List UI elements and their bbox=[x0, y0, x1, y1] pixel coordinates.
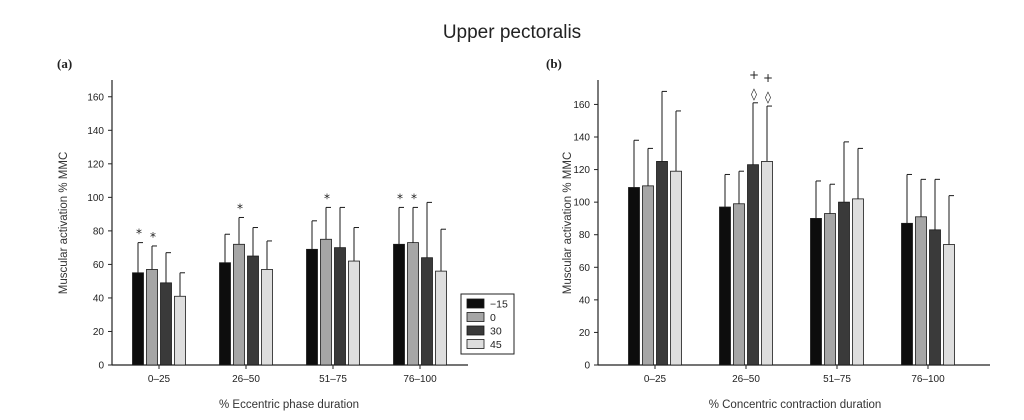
panel-b-x-tick-label: 0–25 bbox=[644, 374, 667, 385]
panel-a-bar bbox=[306, 248, 318, 366]
panel-b-bar bbox=[929, 229, 941, 366]
panel-b-significance-mark: + bbox=[749, 68, 759, 82]
panel-b-bar bbox=[642, 185, 654, 366]
panel-a-x-tick-label: 0–25 bbox=[148, 374, 171, 385]
panel-b-y-tick-label: 160 bbox=[573, 100, 590, 111]
panel-a-bar bbox=[247, 255, 259, 366]
panel-b-bar bbox=[852, 198, 864, 366]
panel-a-x-tick-label: 51–75 bbox=[319, 374, 347, 385]
panel-a-significance-mark: * bbox=[397, 191, 403, 205]
panel-a-bar bbox=[174, 295, 186, 366]
panel-a-legend-swatch bbox=[466, 298, 485, 309]
panel-a-y-tick-label: 140 bbox=[87, 126, 104, 137]
panel-a-bar bbox=[160, 282, 172, 366]
panel-a-legend-swatch bbox=[466, 339, 485, 349]
panel-a-y-tick-label: 60 bbox=[93, 260, 105, 271]
panel-b-y-tick-label: 80 bbox=[579, 230, 591, 241]
panel-a-y-tick-label: 160 bbox=[87, 92, 104, 103]
panel-a-y-tick-label: 120 bbox=[87, 159, 104, 170]
panel-b-bar bbox=[733, 203, 745, 366]
panel-a-bar bbox=[435, 270, 447, 366]
panel-b-bar bbox=[761, 161, 773, 366]
panel-b-x-axis-label: % Concentric contraction duration bbox=[709, 399, 882, 411]
panel-a-bar bbox=[146, 269, 158, 366]
panel-a-bar bbox=[261, 269, 273, 366]
panel-b-y-tick-label: 40 bbox=[579, 295, 591, 306]
panel-a-significance-mark: * bbox=[136, 227, 142, 241]
panel-a-y-tick-label: 20 bbox=[93, 327, 105, 338]
panel-a-x-axis-label: % Eccentric phase duration bbox=[219, 399, 359, 411]
panel-a-legend-swatch bbox=[466, 312, 485, 322]
panel-b-x-tick-label: 76–100 bbox=[911, 374, 945, 385]
panel-a-bar bbox=[393, 243, 405, 366]
panel-b-y-axis-label: Muscular activation % MMC bbox=[562, 152, 574, 295]
panel-a-legend-label: 0 bbox=[490, 312, 496, 324]
panel-a-x-tick-label: 76–100 bbox=[403, 374, 437, 385]
panel-b-y-tick-label: 60 bbox=[579, 263, 591, 274]
panel-a-significance-mark: * bbox=[150, 230, 156, 244]
panel-a-legend-label: 45 bbox=[490, 339, 502, 351]
figure-title: Upper pectoralis bbox=[443, 22, 581, 43]
panel-b-bar bbox=[628, 187, 640, 366]
panel-a-y-tick-label: 80 bbox=[93, 226, 105, 237]
panel-a-x-tick-label: 26–50 bbox=[232, 374, 260, 385]
panel-a-bar bbox=[334, 247, 346, 366]
panel-a-legend-label: −15 bbox=[490, 299, 508, 311]
panel-b-significance-mark: ◊ bbox=[751, 87, 757, 101]
panel-b-bar bbox=[656, 161, 668, 366]
panel-b-significance-mark: ◊ bbox=[765, 90, 771, 104]
panel-b-bar bbox=[915, 216, 927, 366]
panel-b-y-tick-label: 100 bbox=[573, 198, 590, 209]
panel-a-significance-mark: * bbox=[237, 201, 243, 215]
panel-a-bar bbox=[132, 272, 144, 366]
panel-b-chart: (b) % Concentric contraction duration Mu… bbox=[546, 56, 990, 411]
panel-b-bar bbox=[824, 213, 836, 366]
panel-b-significance-mark: + bbox=[763, 71, 773, 85]
panel-a-y-tick-label: 100 bbox=[87, 193, 104, 204]
panel-b-x-tick-label: 26–50 bbox=[732, 374, 760, 385]
panel-a-chart: (a) % Eccentric phase duration Muscular … bbox=[57, 56, 515, 411]
panel-b-bar bbox=[810, 218, 822, 366]
panel-b-y-tick-label: 20 bbox=[579, 328, 591, 339]
panel-a-y-tick-label: 40 bbox=[93, 293, 105, 304]
panel-b-y-tick-label: 0 bbox=[584, 361, 590, 372]
panel-a-y-tick-label: 0 bbox=[98, 361, 104, 372]
panel-a-legend-swatch bbox=[466, 325, 485, 336]
panel-b-bar bbox=[943, 244, 955, 366]
panel-b-bar bbox=[901, 222, 913, 366]
panel-a-y-axis-label: Muscular activation % MMC bbox=[58, 152, 70, 295]
panel-b-x-tick-label: 51–75 bbox=[823, 374, 851, 385]
panel-b-bar bbox=[670, 170, 682, 366]
panel-a-label: (a) bbox=[57, 56, 72, 71]
panel-a-bar bbox=[421, 257, 433, 366]
panel-a-significance-mark: * bbox=[324, 191, 330, 205]
panel-a-bar bbox=[407, 242, 419, 366]
panel-a-bar bbox=[320, 238, 332, 366]
panel-b-bar bbox=[747, 164, 759, 366]
panel-a-bar bbox=[219, 262, 231, 366]
panel-a-legend-label: 30 bbox=[490, 326, 502, 338]
panel-b-y-tick-label: 140 bbox=[573, 133, 590, 144]
panel-b-label: (b) bbox=[546, 56, 562, 71]
panel-b-bar bbox=[719, 206, 731, 366]
panel-b-bar bbox=[838, 201, 850, 366]
panel-a-bar bbox=[233, 243, 245, 366]
panel-b-y-tick-label: 120 bbox=[573, 165, 590, 176]
panel-a-significance-mark: * bbox=[411, 191, 417, 205]
panel-a-bar bbox=[348, 260, 360, 366]
